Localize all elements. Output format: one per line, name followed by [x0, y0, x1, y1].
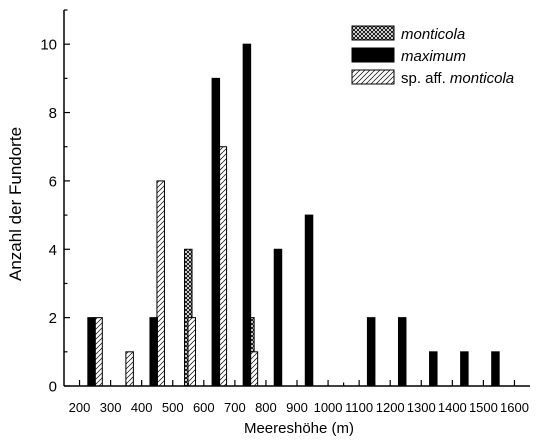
bar-maximum-850 [273, 248, 283, 387]
bar-maximum-1550 [491, 351, 500, 387]
y-tick-label: 0 [49, 379, 57, 396]
bar-sp-aff-monticola-450 [156, 180, 165, 387]
x-tick-label: 1400 [438, 400, 467, 415]
legend-label: sp. aff. monticola [401, 70, 514, 87]
x-tick-label: 900 [286, 400, 308, 415]
x-tick-label: 1100 [345, 400, 373, 415]
legend-swatch-crosshatch [351, 25, 395, 41]
y-tick-label: 10 [40, 37, 57, 54]
bar-maximum-1250 [397, 317, 407, 387]
bar-maximum-450 [149, 317, 158, 387]
bar-maximum-1450 [460, 351, 469, 387]
bar-maximum-1350 [429, 351, 438, 387]
legend-swatch-solid [351, 47, 395, 63]
bar-sp-aff-monticola-750 [249, 351, 259, 387]
x-tick-label: 300 [100, 400, 122, 415]
y-axis-label: Anzahl der Fundorte [6, 127, 25, 281]
x-tick-label: 1600 [500, 400, 529, 415]
bar-sp-aff-monticola-550 [187, 317, 197, 387]
y-tick-label: 6 [49, 173, 57, 190]
bar-maximum-1150 [366, 317, 376, 387]
x-tick-label: 800 [255, 400, 277, 415]
x-tick-label: 1300 [407, 400, 436, 415]
x-axis-label: Meereshöhe (m) [244, 420, 354, 437]
bar-sp-aff-monticola-350 [125, 351, 134, 387]
legend-label: maximum [401, 48, 466, 65]
x-tick-label: 1200 [376, 400, 405, 415]
legend-swatch-diagonal [351, 69, 395, 85]
bars-layer [87, 43, 500, 387]
x-tick-label: 600 [193, 400, 215, 415]
x-tick-label: 200 [69, 400, 91, 415]
bar-sp-aff-monticola-650 [218, 146, 228, 387]
bar-sp-aff-monticola-250 [94, 317, 103, 387]
legend-label: monticola [401, 26, 465, 43]
x-tick-label: 1000 [314, 400, 343, 415]
x-tick-label: 500 [162, 400, 184, 415]
x-tick-label: 1500 [469, 400, 498, 415]
x-tick-label: 400 [131, 400, 153, 415]
bar-maximum-650 [211, 77, 221, 387]
bar-maximum-950 [304, 214, 314, 387]
bar-maximum-250 [87, 317, 96, 387]
legend: monticola maximum sp. aff. monticola [351, 25, 514, 87]
y-tick-label: 8 [49, 105, 57, 122]
bar-maximum-750 [242, 43, 252, 387]
y-tick-label: 4 [49, 242, 57, 259]
x-tick-label: 700 [224, 400, 246, 415]
y-tick-label: 2 [49, 310, 57, 327]
axes-layer [63, 10, 530, 387]
